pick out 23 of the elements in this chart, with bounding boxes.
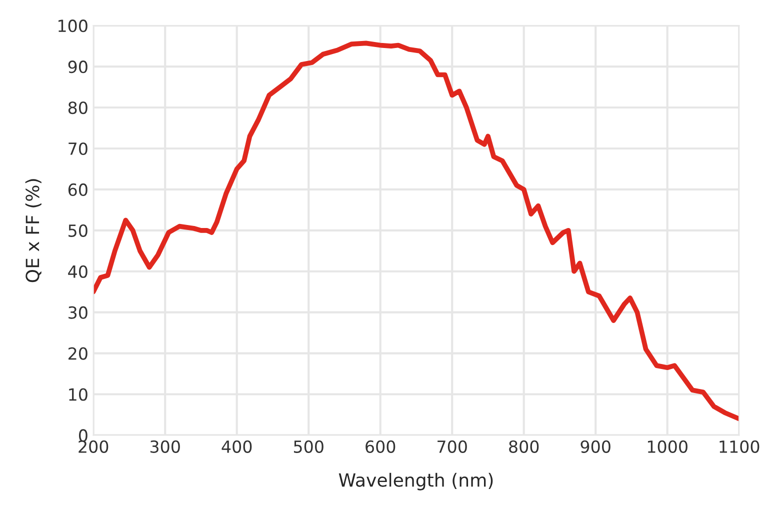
- x-tick-label: 800: [509, 440, 539, 453]
- y-axis-title: QE x FF (%): [25, 179, 42, 282]
- x-tick-label: 300: [150, 440, 180, 453]
- y-tick-label: 60: [68, 183, 88, 196]
- y-tick-label: 90: [68, 60, 88, 74]
- x-tick-label: 700: [438, 440, 467, 453]
- y-tick-label: 50: [68, 224, 88, 237]
- x-tick-label: 1000: [648, 440, 688, 453]
- y-tick-label: 10: [69, 388, 88, 401]
- x-tick-label: 500: [294, 440, 324, 453]
- y-tick-label: 20: [68, 347, 88, 360]
- x-axis-title: Wavelength (nm): [338, 472, 493, 490]
- x-tick-label: 600: [366, 440, 396, 453]
- y-tick-label: 100: [58, 20, 88, 32]
- x-tick-label: 1100: [720, 440, 760, 453]
- x-tick-label: 200: [78, 440, 108, 453]
- y-tick-label: 80: [68, 101, 88, 114]
- x-tick-label: 900: [580, 440, 610, 453]
- y-tick-label: 70: [68, 142, 88, 156]
- x-tick-label: 400: [222, 440, 252, 453]
- y-tick-label: 40: [68, 265, 88, 278]
- y-tick-label: 30: [68, 306, 88, 319]
- line-series: [93, 40, 740, 422]
